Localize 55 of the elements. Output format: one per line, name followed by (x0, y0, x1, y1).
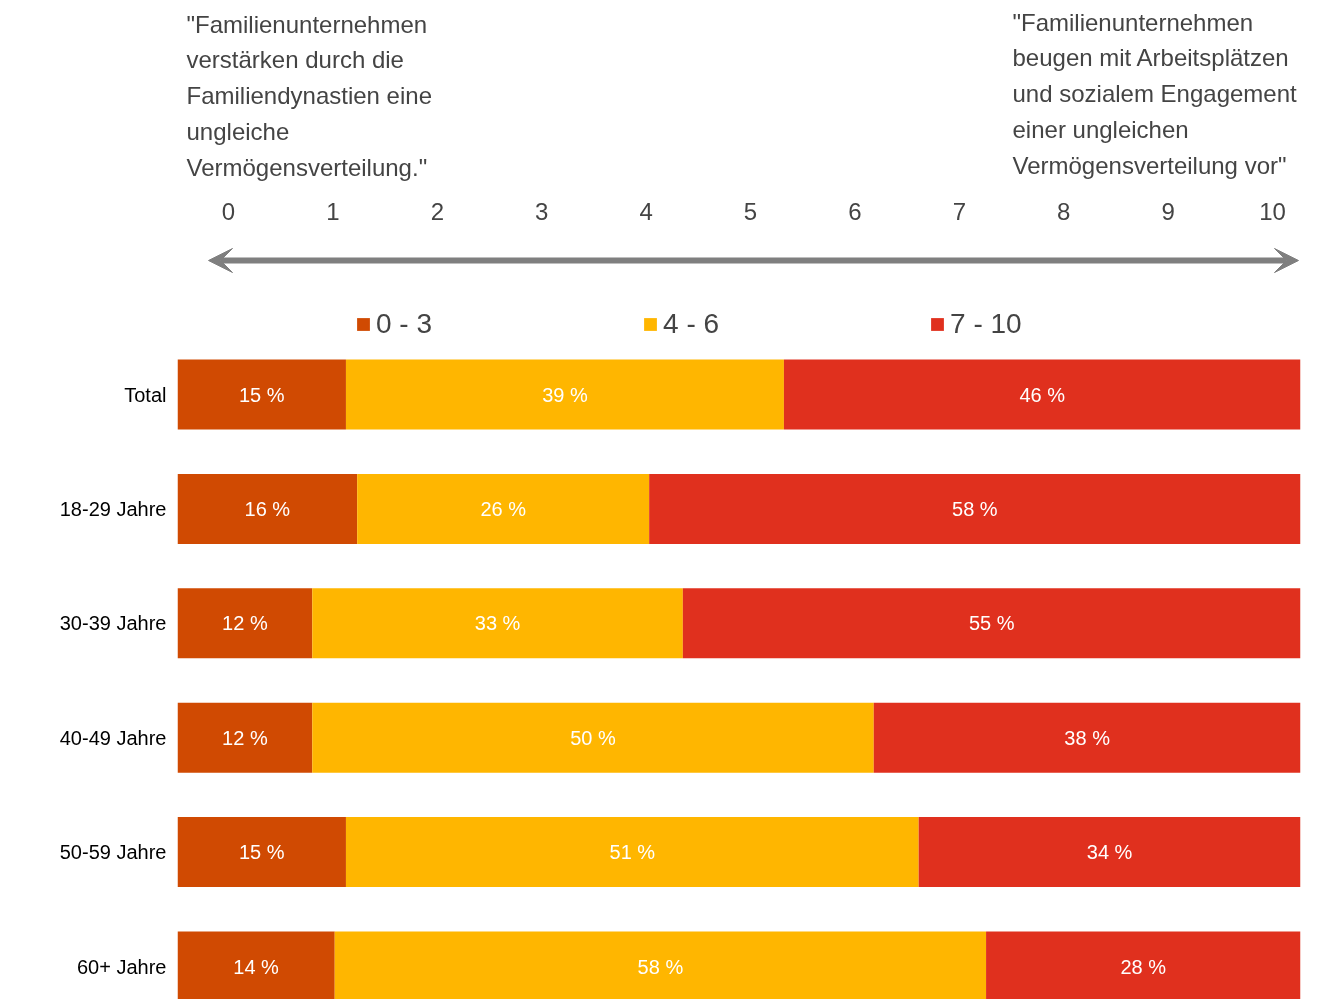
bar (177, 588, 313, 659)
text: 7 (952, 198, 966, 225)
data-label: 55 % (968, 612, 1015, 635)
bar (345, 359, 784, 430)
y-tick-label: 50-59 Jahre (59, 841, 167, 864)
bar (177, 359, 346, 430)
text: 4 (639, 198, 653, 225)
legend-label: 4 - 6 (663, 308, 720, 340)
text: 10 (1259, 198, 1286, 225)
data-label: 33 % (474, 612, 521, 635)
text: 5 (743, 198, 758, 225)
text: 1 (326, 198, 340, 225)
text: "Familienunternehmen beugen mit Arbeitsplätzen und sozialem Engagement einer ungleichen Vermögensverteilung vor" (1012, 8, 1298, 180)
legend-label: 7 - 10 (950, 308, 1022, 340)
text: 0 (221, 198, 236, 225)
y-tick-label: 60+ Jahre (76, 955, 167, 978)
bar (649, 473, 1301, 544)
text: 8 (1057, 198, 1071, 225)
legend-label: 0 - 3 (376, 308, 433, 340)
bar (682, 588, 1301, 659)
data-label: 12 % (222, 612, 268, 635)
data-label: 58 % (952, 497, 998, 520)
data-label: 39 % (542, 383, 588, 406)
bar (177, 473, 358, 544)
text: 2 (430, 198, 444, 225)
text: 9 (1161, 198, 1175, 225)
bar (873, 702, 1301, 773)
y-tick-label: Total (124, 383, 167, 406)
bar (312, 588, 683, 659)
y-tick-label: 18-29 Jahre (59, 497, 167, 520)
bar (177, 817, 346, 888)
data-label: 12 % (222, 726, 268, 749)
y-tick-label: 30-39 Jahre (59, 612, 167, 635)
text: 3 (535, 198, 549, 225)
data-label: 34 % (1086, 841, 1133, 864)
data-label: 26 % (480, 497, 527, 520)
data-label: 38 % (1064, 726, 1111, 749)
text: "Familienunternehmen verstärken durch die Familiendynastien eine ungleiche Vermögensverteilung." (186, 10, 432, 182)
bar (357, 473, 650, 544)
bar (345, 817, 919, 888)
bar (918, 817, 1301, 888)
data-label: 51 % (609, 841, 656, 864)
text: 6 (848, 198, 862, 225)
y-tick-label: 40-49 Jahre (59, 726, 167, 749)
data-label: 58 % (637, 955, 684, 978)
bar (312, 702, 874, 773)
data-label: 14 % (233, 955, 280, 978)
data-label: 15 % (238, 841, 285, 864)
data-label: 50 % (570, 726, 617, 749)
data-label: 16 % (244, 497, 291, 520)
data-label: 46 % (1019, 383, 1066, 406)
bar (783, 359, 1301, 430)
data-label: 28 % (1120, 955, 1167, 978)
data-label: 15 % (238, 383, 285, 406)
bar (177, 702, 313, 773)
